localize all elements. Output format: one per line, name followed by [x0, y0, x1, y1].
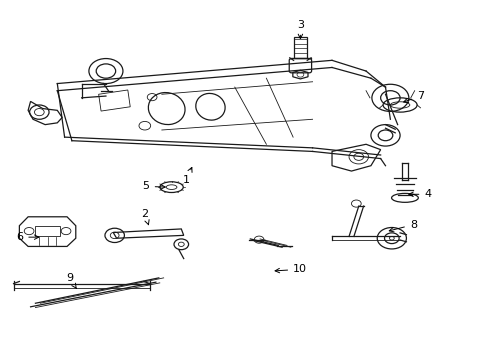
Text: 7: 7 [403, 91, 424, 103]
Text: 9: 9 [66, 273, 76, 288]
Text: 8: 8 [388, 220, 416, 232]
Text: 10: 10 [275, 264, 306, 274]
Text: 4: 4 [408, 189, 430, 199]
Text: 5: 5 [142, 181, 165, 192]
Text: 2: 2 [141, 209, 149, 225]
Text: 1: 1 [183, 167, 192, 185]
Text: 3: 3 [296, 19, 304, 39]
Text: 6: 6 [16, 232, 39, 242]
